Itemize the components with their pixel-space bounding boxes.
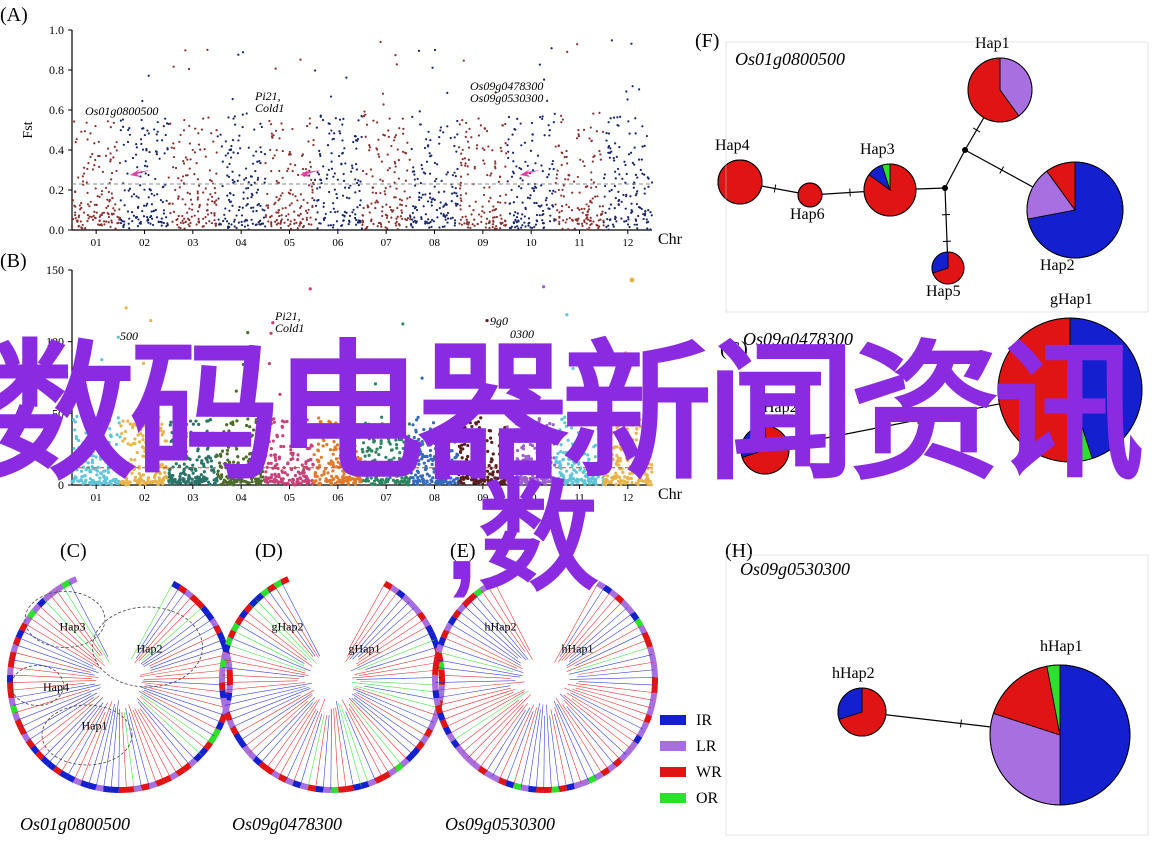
- svg-text:03: 03: [187, 492, 199, 504]
- svg-text:07: 07: [381, 237, 393, 249]
- svg-text:OR: OR: [696, 790, 719, 807]
- svg-text:Hap2: Hap2: [1040, 257, 1075, 274]
- svg-text:0.2: 0.2: [49, 183, 64, 197]
- svg-text:Hap3: Hap3: [860, 141, 895, 158]
- svg-text:Hap4: Hap4: [43, 680, 69, 694]
- svg-text:hHap2: hHap2: [485, 620, 517, 634]
- svg-text:Hap1: Hap1: [82, 719, 108, 733]
- svg-text:LR: LR: [696, 738, 717, 755]
- svg-text:gHap1: gHap1: [1050, 291, 1093, 308]
- svg-text:05: 05: [284, 492, 296, 504]
- svg-text:04: 04: [236, 237, 248, 249]
- svg-text:07: 07: [381, 492, 393, 504]
- svg-text:Os09g0530300: Os09g0530300: [470, 91, 543, 105]
- svg-text:Os09g0530300: Os09g0530300: [740, 559, 850, 579]
- svg-text:08: 08: [429, 237, 441, 249]
- svg-text:0.6: 0.6: [49, 103, 64, 117]
- svg-text:WR: WR: [696, 764, 722, 781]
- circular-tree: gHap2 gHap1: [222, 579, 442, 790]
- figure-svg: 0.0 0.2 0.4 0.6 0.8 1.0 Fst 01 02 03 04 05 06 07 08 09 1…: [0, 0, 1154, 866]
- svg-text:Os01g0800500: Os01g0800500: [735, 49, 845, 69]
- svg-text:hHap1: hHap1: [1040, 638, 1083, 655]
- svg-text:Os09g0478300: Os09g0478300: [743, 329, 853, 349]
- svg-text:0: 0: [58, 478, 64, 492]
- svg-text:150: 150: [46, 263, 64, 277]
- svg-text:Cold1: Cold1: [255, 101, 284, 115]
- haplotype-network-f: Os01g0800500 Hap1 Hap2 Hap3 Hap4 Hap5 Hap6: [715, 35, 1123, 300]
- svg-text:Os09g0478300: Os09g0478300: [232, 814, 342, 834]
- svg-text:Hap3: Hap3: [60, 620, 86, 634]
- svg-text:10: 10: [526, 237, 538, 249]
- svg-text:Chr: Chr: [658, 486, 683, 503]
- svg-text:Hap1: Hap1: [975, 35, 1010, 52]
- svg-text:50: 50: [52, 406, 64, 420]
- svg-text:0.8: 0.8: [49, 63, 64, 77]
- svg-text:0.4: 0.4: [49, 143, 64, 157]
- fst-manhattan-plot: 0.0 0.2 0.4 0.6 0.8 1.0 Fst 01 02 03 04 05 06 07 08 09 1…: [21, 23, 683, 249]
- svg-text:12: 12: [622, 492, 633, 504]
- svg-text:09: 09: [477, 492, 489, 504]
- svg-text:04: 04: [236, 492, 248, 504]
- svg-text:100: 100: [46, 335, 64, 349]
- svg-text:gHap2: gHap2: [272, 620, 304, 634]
- svg-text:1.0: 1.0: [49, 23, 64, 37]
- svg-text:06: 06: [332, 237, 344, 249]
- svg-text:05: 05: [284, 237, 296, 249]
- svg-text:01: 01: [91, 492, 102, 504]
- svg-text:11: 11: [574, 237, 585, 249]
- svg-text:IR: IR: [696, 712, 712, 729]
- svg-text:Fst: Fst: [21, 121, 36, 138]
- svg-text:06: 06: [332, 492, 344, 504]
- svg-text:09: 09: [477, 237, 489, 249]
- svg-text:hHap1: hHap1: [562, 642, 594, 656]
- svg-text:hHap2: hHap2: [832, 665, 875, 682]
- legend: IR LR WR OR: [660, 712, 722, 807]
- svg-text:10: 10: [526, 492, 538, 504]
- svg-text:gHap1: gHap1: [349, 642, 381, 656]
- svg-text:0300: 0300: [510, 327, 534, 341]
- svg-text:9g0: 9g0: [490, 314, 508, 328]
- svg-text:0.0: 0.0: [49, 223, 64, 237]
- svg-text:gHap2: gHap2: [755, 399, 798, 416]
- pc-manhattan-plot: 0 50 100 150 PC 01 02 03 04 05 06 07 08 09 10 11 12 Chr 50…: [21, 263, 683, 504]
- svg-text:11: 11: [574, 492, 585, 504]
- svg-text:Hap5: Hap5: [926, 283, 961, 300]
- svg-text:08: 08: [429, 492, 441, 504]
- haplotype-network-h: Os09g0530300 hHap1 hHap2: [740, 559, 1130, 805]
- svg-text:Chr: Chr: [658, 231, 683, 248]
- svg-text:12: 12: [622, 237, 633, 249]
- svg-text:PC: PC: [21, 369, 36, 386]
- svg-text:Os09g0530300: Os09g0530300: [445, 814, 555, 834]
- svg-text:Os01g0800500: Os01g0800500: [20, 814, 130, 834]
- haplotype-network-g: Os09g0478300 gHap1 gHap2: [741, 291, 1142, 474]
- svg-text:02: 02: [139, 237, 150, 249]
- svg-text:Cold1: Cold1: [275, 321, 304, 335]
- svg-text:Os01g0800500: Os01g0800500: [85, 104, 158, 118]
- circular-tree: Hap3 Hap2 Hap4 Hap1: [10, 579, 230, 790]
- circular-tree: hHap2 hHap1: [435, 579, 655, 790]
- svg-text:02: 02: [139, 492, 150, 504]
- svg-text:500: 500: [120, 329, 138, 343]
- svg-text:03: 03: [187, 237, 199, 249]
- svg-text:01: 01: [91, 237, 102, 249]
- svg-text:Hap6: Hap6: [790, 206, 825, 223]
- svg-text:Hap2: Hap2: [137, 642, 163, 656]
- svg-text:Hap4: Hap4: [715, 137, 750, 154]
